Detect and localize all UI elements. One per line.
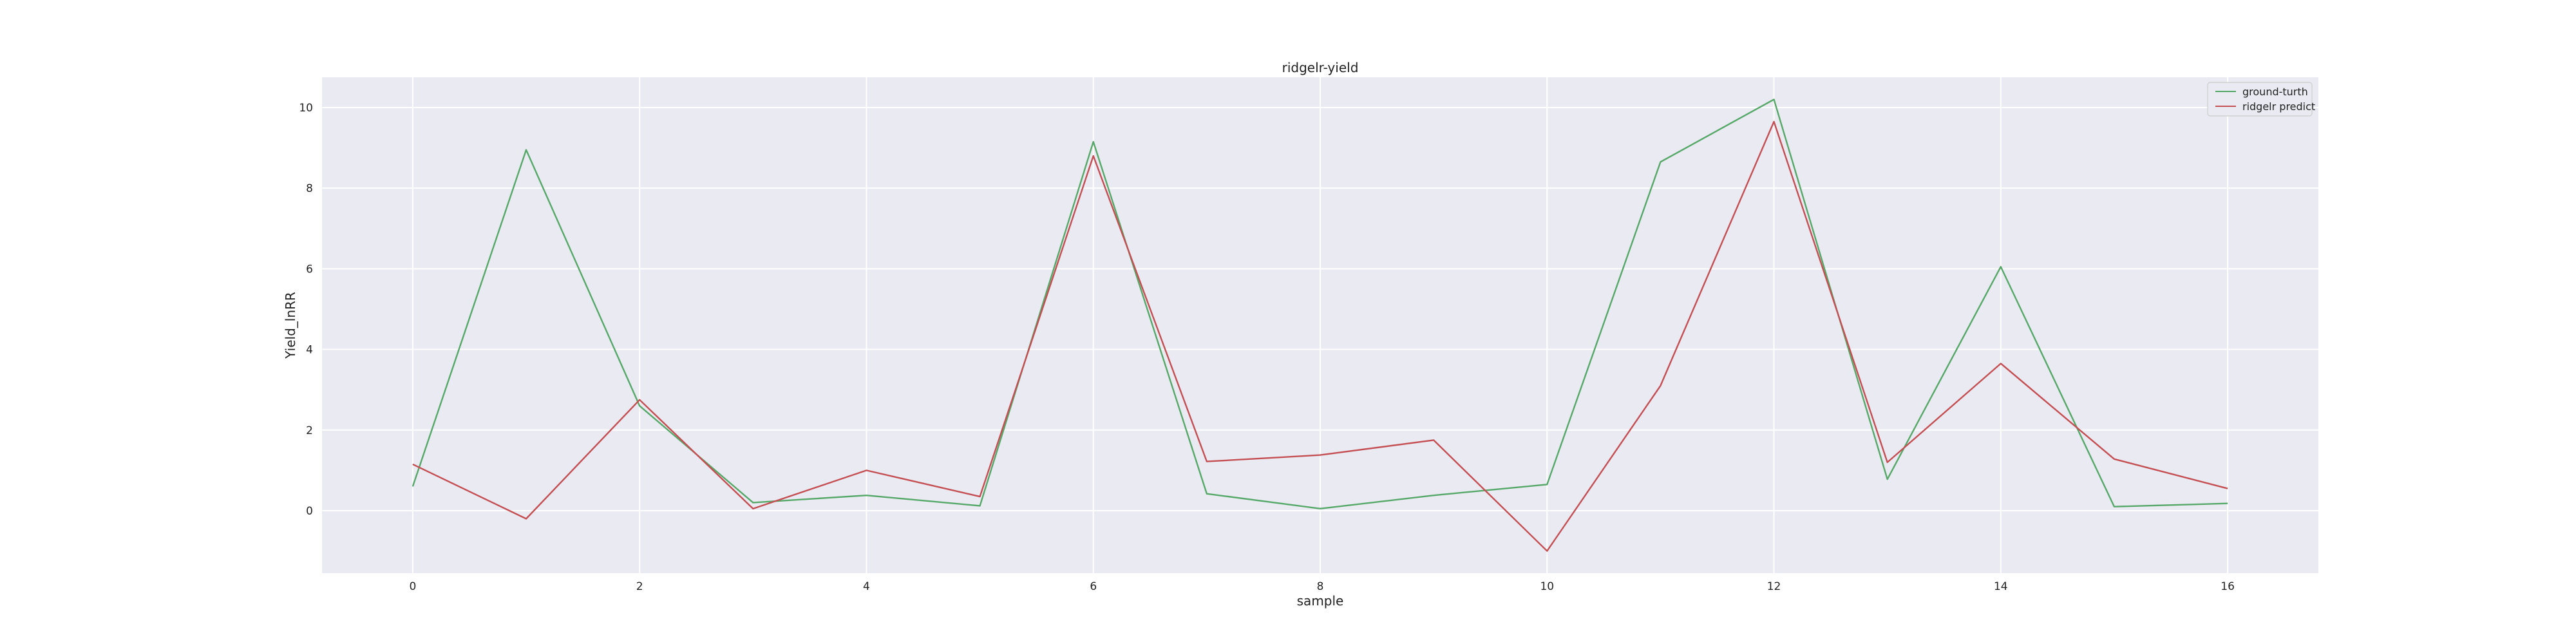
y-tick-label: 4 bbox=[306, 344, 313, 357]
x-tick-label: 0 bbox=[409, 580, 416, 593]
y-tick-label: 6 bbox=[306, 263, 313, 276]
y-tick-label: 8 bbox=[306, 182, 313, 195]
x-tick-label: 6 bbox=[1090, 580, 1097, 593]
y-axis-label: Yield_lnRR bbox=[283, 292, 298, 359]
legend: ground-turth ridgelr predict bbox=[2207, 82, 2315, 117]
y-tick-label: 10 bbox=[299, 102, 313, 115]
series-layer bbox=[412, 99, 2228, 552]
series-line-ground-turth bbox=[412, 99, 2228, 510]
x-axis-label: sample bbox=[1297, 593, 1344, 609]
x-tick-label: 4 bbox=[863, 580, 870, 593]
x-tick-label: 12 bbox=[1767, 580, 1781, 593]
x-tick-label: 10 bbox=[1540, 580, 1554, 593]
series-line-ridgelr-predict bbox=[412, 120, 2228, 552]
tick-labels: 0 2 4 6 8 10 12 14 16 0 2 4 6 8 10 bbox=[299, 102, 2235, 593]
legend-label-ground-turth: ground-turth bbox=[2242, 86, 2308, 98]
y-tick-label: 0 bbox=[306, 505, 313, 518]
chart-title: ridgelr-yield bbox=[1282, 60, 1359, 75]
x-tick-label: 8 bbox=[1317, 580, 1324, 593]
y-tick-label: 2 bbox=[306, 424, 313, 437]
x-tick-label: 14 bbox=[1994, 580, 2008, 593]
x-tick-label: 2 bbox=[636, 580, 643, 593]
grid bbox=[322, 77, 2318, 573]
x-tick-label: 16 bbox=[2221, 580, 2235, 593]
legend-label-ridgelr-predict: ridgelr predict bbox=[2242, 100, 2315, 113]
